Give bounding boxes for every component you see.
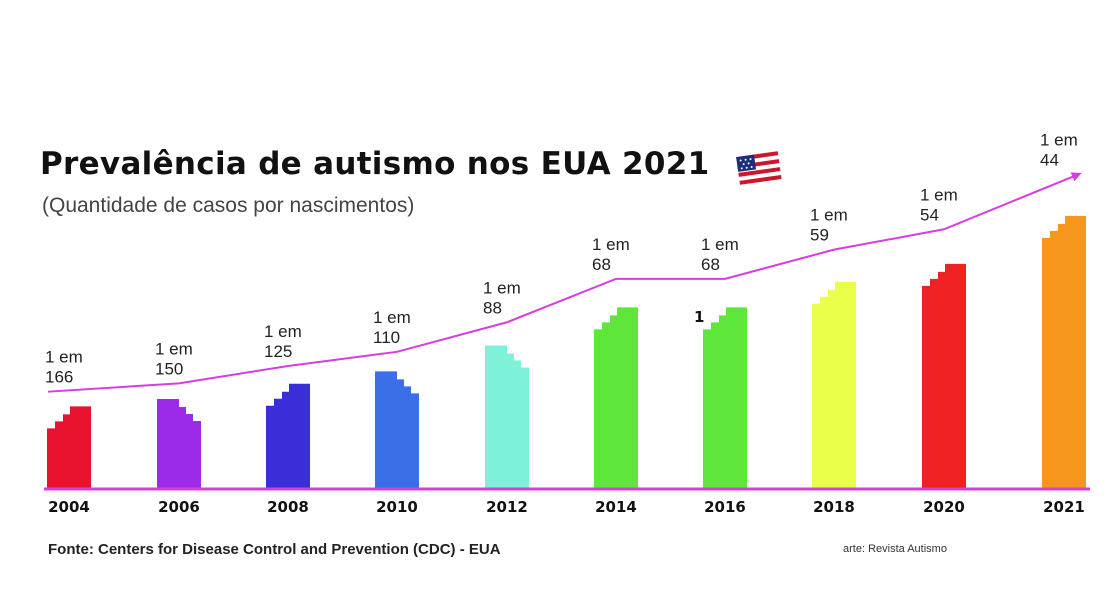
data-label-prefix-2020: 1 em <box>920 185 958 204</box>
bar-2018 <box>812 281 856 489</box>
bar-2014 <box>594 307 638 489</box>
bar-2021 <box>1042 215 1086 489</box>
data-label-value-2014: 68 <box>592 255 611 274</box>
x-tick-2021: 2021 <box>1043 498 1085 516</box>
x-tick-2008: 2008 <box>267 498 309 516</box>
data-label-prefix-2018: 1 em <box>810 206 848 225</box>
credit-note: arte: Revista Autismo <box>843 543 947 555</box>
data-label-prefix-2008: 1 em <box>264 322 302 341</box>
bar-2012 <box>485 345 529 489</box>
bar-2016 <box>703 307 747 489</box>
bar-2004 <box>47 406 91 489</box>
bar-2020 <box>922 263 966 489</box>
bar-2006 <box>157 399 201 489</box>
bar-2010 <box>375 371 419 489</box>
x-tick-2014: 2014 <box>595 498 637 516</box>
trend-arrow-head <box>1070 172 1082 182</box>
data-label-value-2004: 166 <box>45 368 73 387</box>
data-label-prefix-2016: 1 em <box>701 235 739 254</box>
chart-title: Prevalência de autismo nos EUA 2021 <box>40 146 710 182</box>
usa-flag-icon <box>736 151 782 185</box>
x-tick-2006: 2006 <box>158 498 200 516</box>
data-label-prefix-2010: 1 em <box>373 308 411 327</box>
stray-mark: 1 <box>694 308 704 326</box>
x-tick-2004: 2004 <box>48 498 90 516</box>
data-label-value-2008: 125 <box>264 342 292 361</box>
data-label-value-2006: 150 <box>155 359 183 378</box>
data-label-prefix-2006: 1 em <box>155 339 193 358</box>
data-label-prefix-2012: 1 em <box>483 278 521 297</box>
x-tick-2012: 2012 <box>486 498 528 516</box>
data-label-value-2010: 110 <box>373 328 400 347</box>
chart-subtitle: (Quantidade de casos por nascimentos) <box>42 194 415 217</box>
trend-line <box>47 173 1079 393</box>
data-label-value-2020: 54 <box>920 205 939 224</box>
data-label-value-2016: 68 <box>701 255 720 274</box>
data-label-prefix-2014: 1 em <box>592 235 630 254</box>
x-tick-2020: 2020 <box>923 498 965 516</box>
x-tick-2010: 2010 <box>376 498 418 516</box>
data-label-value-2021: 44 <box>1040 151 1059 170</box>
data-label-prefix-2004: 1 em <box>45 348 83 367</box>
bar-2008 <box>266 383 310 489</box>
x-tick-2016: 2016 <box>704 498 746 516</box>
data-label-value-2012: 88 <box>483 298 502 317</box>
data-label-value-2018: 59 <box>810 226 829 245</box>
x-tick-2018: 2018 <box>813 498 855 516</box>
data-label-prefix-2021: 1 em <box>1040 131 1078 150</box>
source-note: Fonte: Centers for Disease Control and P… <box>48 541 501 558</box>
